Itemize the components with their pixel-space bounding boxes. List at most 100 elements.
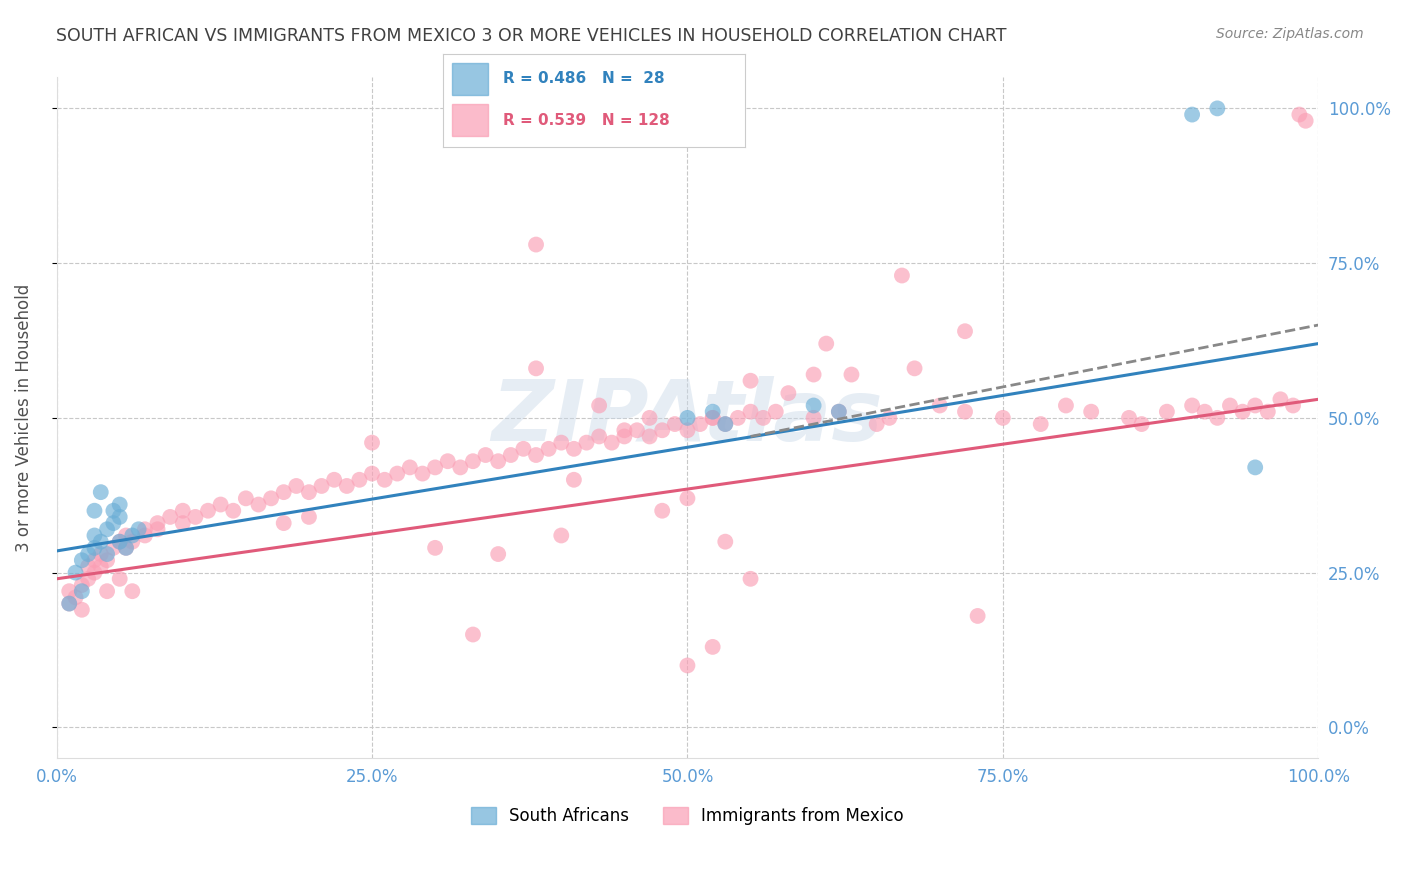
Point (752, 410, 775, 425)
Point (588, 399, 610, 413)
Point (499, 448, 522, 462)
Text: ZIPAtlas: ZIPAtlas (492, 376, 883, 459)
Point (134, 528, 156, 542)
Point (866, 417, 889, 431)
Point (108, 572, 131, 586)
Point (1181, 399, 1204, 413)
Point (903, 361, 925, 376)
Point (651, 423, 673, 437)
Point (689, 417, 711, 431)
Point (197, 504, 219, 518)
Point (803, 410, 825, 425)
Point (1080, 405, 1102, 419)
Point (486, 454, 509, 468)
Point (436, 454, 458, 468)
Point (146, 522, 169, 536)
Point (638, 410, 661, 425)
Point (562, 473, 585, 487)
Point (651, 504, 673, 518)
Point (1295, 113, 1317, 128)
Point (461, 454, 484, 468)
Point (298, 485, 321, 500)
Point (222, 504, 245, 518)
Point (575, 435, 598, 450)
Point (1257, 405, 1279, 419)
Point (449, 460, 471, 475)
Point (115, 541, 138, 555)
Point (247, 498, 270, 512)
Point (273, 485, 295, 500)
Point (928, 399, 950, 413)
Point (159, 509, 181, 524)
Y-axis label: 3 or more Vehicles in Household: 3 or more Vehicles in Household (15, 284, 32, 552)
Point (1206, 102, 1229, 116)
Point (411, 467, 433, 481)
Point (184, 509, 207, 524)
Point (83, 541, 105, 555)
Point (1054, 399, 1077, 413)
Point (803, 399, 825, 413)
Point (524, 361, 547, 376)
Text: R = 0.539   N = 128: R = 0.539 N = 128 (503, 112, 671, 128)
Point (676, 423, 699, 437)
Point (323, 473, 346, 487)
Point (676, 658, 699, 673)
Point (1181, 107, 1204, 121)
Point (77, 559, 100, 574)
Point (1282, 399, 1305, 413)
Point (96, 553, 118, 567)
Point (1288, 107, 1310, 121)
Point (765, 405, 787, 419)
Point (65, 566, 87, 580)
Point (336, 479, 359, 493)
Point (815, 336, 838, 351)
Point (676, 410, 699, 425)
Point (966, 609, 988, 624)
Point (1194, 405, 1216, 419)
Point (90, 534, 112, 549)
Point (714, 417, 737, 431)
Point (298, 509, 321, 524)
Point (702, 405, 724, 419)
Point (1232, 405, 1254, 419)
Point (58, 584, 80, 599)
Point (740, 374, 762, 388)
Point (537, 442, 560, 456)
Point (953, 324, 976, 338)
Point (1206, 410, 1229, 425)
Point (562, 442, 585, 456)
Point (399, 460, 422, 475)
Point (128, 522, 150, 536)
Point (676, 491, 699, 506)
Point (486, 547, 509, 561)
Point (1029, 417, 1052, 431)
Point (121, 528, 143, 542)
Point (1244, 460, 1267, 475)
Point (146, 516, 169, 530)
Point (991, 410, 1014, 425)
Point (65, 591, 87, 605)
Point (115, 528, 138, 542)
Text: SOUTH AFRICAN VS IMMIGRANTS FROM MEXICO 3 OR MORE VEHICLES IN HOUSEHOLD CORRELAT: SOUTH AFRICAN VS IMMIGRANTS FROM MEXICO … (56, 27, 1007, 45)
Point (361, 435, 384, 450)
Point (879, 410, 901, 425)
Point (70, 603, 93, 617)
Point (58, 597, 80, 611)
Point (841, 368, 863, 382)
Point (121, 584, 143, 599)
Point (349, 473, 371, 487)
Point (70, 578, 93, 592)
Point (96, 584, 118, 599)
Point (828, 405, 851, 419)
Point (740, 572, 762, 586)
Point (740, 405, 762, 419)
Point (1118, 410, 1140, 425)
Point (77, 572, 100, 586)
Point (83, 553, 105, 567)
Point (172, 504, 194, 518)
Point (714, 534, 737, 549)
Point (134, 522, 156, 536)
Point (58, 597, 80, 611)
Point (664, 417, 686, 431)
Point (83, 566, 105, 580)
